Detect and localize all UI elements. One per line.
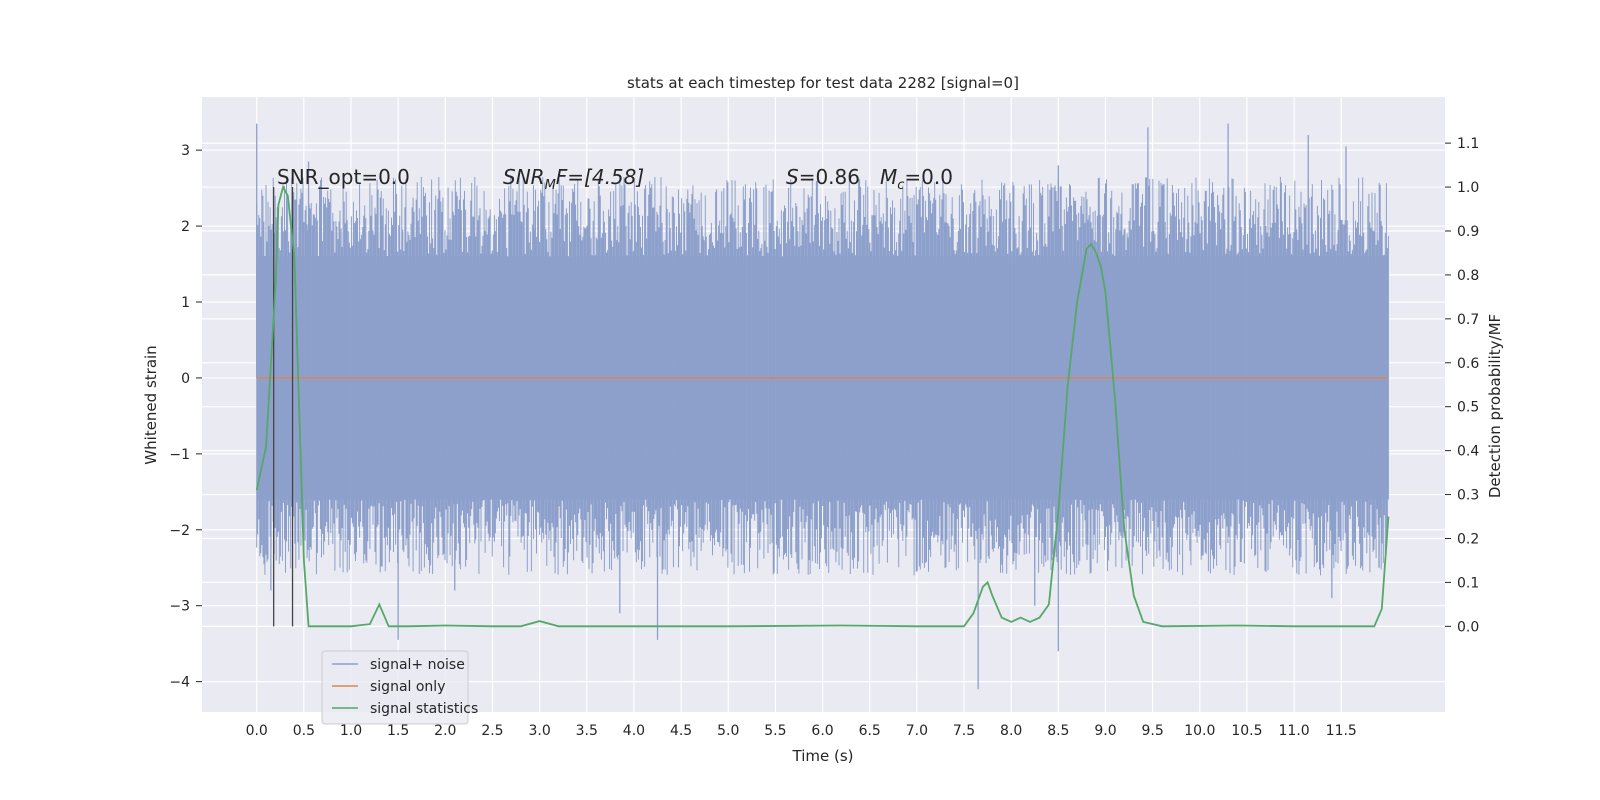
x-tick-label: 2.0 — [434, 723, 456, 739]
y-axis-label: Whitened strain — [142, 345, 160, 464]
x-tick-label: 9.5 — [1142, 723, 1164, 739]
x-tick-label: 4.0 — [623, 723, 645, 739]
signal-statistics-series — [255, 184, 1390, 628]
legend: signal+ noise signal only signal statist… — [321, 650, 478, 725]
x-axis-label: Time (s) — [792, 747, 854, 765]
annotation-mc: Mc=0.0 — [880, 165, 953, 193]
x-tick-label: 3.5 — [576, 723, 598, 739]
y-axis-right-label: Detection probability/MF — [1486, 314, 1504, 498]
legend-label-signal-only: signal only — [370, 679, 445, 695]
x-tick-label: 7.0 — [906, 723, 928, 739]
legend-box — [321, 650, 469, 725]
annotation-snr-mf-subscript: M — [545, 178, 556, 193]
signal-statistics-line — [255, 184, 1390, 628]
y-tick-label: 0 — [181, 371, 190, 387]
chart-title: stats at each timestep for test data 228… — [627, 74, 1019, 92]
y-right-tick-label: 0.1 — [1457, 575, 1479, 591]
y-right-tick-label: 0.3 — [1457, 488, 1479, 504]
annotation-snr-mf-symbol: SNR — [503, 165, 545, 189]
x-tick-label: 5.5 — [764, 723, 786, 739]
x-tick-label: 7.5 — [953, 723, 975, 739]
y-tick-label: −1 — [169, 447, 190, 463]
y-right-tick-label: 0.9 — [1457, 224, 1479, 240]
y-tick-label: −3 — [169, 599, 190, 615]
legend-label-signal-statistics: signal statistics — [370, 701, 478, 717]
tick-labels: 0.0 0.5 1.0 1.5 2.0 2.5 3.0 3.5 4.0 4.5 5.0 5.5 6.0 6… — [169, 136, 1479, 739]
annotation-mc-subscript: c — [897, 178, 904, 193]
x-tick-label: 11.0 — [1279, 723, 1310, 739]
x-tick-label: 6.5 — [859, 723, 881, 739]
y-tick-label: −4 — [169, 675, 190, 691]
annotation-snr-mf-value: F=[4.58] — [556, 165, 644, 189]
y-tick-label: −2 — [169, 523, 190, 539]
x-tick-label: 10.5 — [1231, 723, 1262, 739]
annotation-s: S=0.86 — [786, 165, 860, 189]
annotation-mc-value: =0.0 — [904, 165, 953, 189]
x-tick-label: 1.5 — [387, 723, 409, 739]
vertical-markers — [273, 187, 294, 627]
x-tick-label: 2.5 — [481, 723, 503, 739]
annotation-s-symbol: S — [786, 165, 799, 189]
y-right-tick-label: 0.4 — [1457, 444, 1479, 460]
x-tick-label: 6.0 — [811, 723, 833, 739]
x-tick-label: 8.0 — [1000, 723, 1022, 739]
x-tick-label: 1.0 — [340, 723, 362, 739]
y-tick-label: 1 — [181, 295, 190, 311]
x-tick-label: 3.0 — [528, 723, 550, 739]
y-right-tick-label: 1.1 — [1457, 136, 1479, 152]
x-tick-label: 0.5 — [293, 723, 315, 739]
annotation-s-value: =0.86 — [799, 165, 860, 189]
y-right-tick-label: 0.7 — [1457, 312, 1479, 328]
y-tick-label: 3 — [181, 143, 190, 159]
y-tick-label: 2 — [181, 219, 190, 235]
y-right-tick-label: 0.5 — [1457, 400, 1479, 416]
annotation-mc-symbol: M — [880, 165, 897, 189]
annotation-snr-mf: SNRMF=[4.58] — [503, 165, 644, 193]
x-tick-label: 5.0 — [717, 723, 739, 739]
x-tick-label: 4.5 — [670, 723, 692, 739]
legend-label-signal-noise: signal+ noise — [370, 657, 465, 673]
annotation-snr-opt: SNR_opt=0.0 — [277, 165, 410, 189]
y-right-tick-label: 0.2 — [1457, 531, 1479, 547]
x-tick-label: 10.0 — [1184, 723, 1215, 739]
x-tick-label: 9.0 — [1094, 723, 1116, 739]
y-right-tick-label: 0.8 — [1457, 268, 1479, 284]
y-right-tick-label: 0.6 — [1457, 356, 1479, 372]
x-tick-label: 8.5 — [1047, 723, 1069, 739]
x-tick-label: 11.5 — [1326, 723, 1357, 739]
y-right-tick-label: 1.0 — [1457, 180, 1479, 196]
x-tick-label: 0.0 — [246, 723, 268, 739]
y-right-tick-label: 0.0 — [1457, 619, 1479, 635]
